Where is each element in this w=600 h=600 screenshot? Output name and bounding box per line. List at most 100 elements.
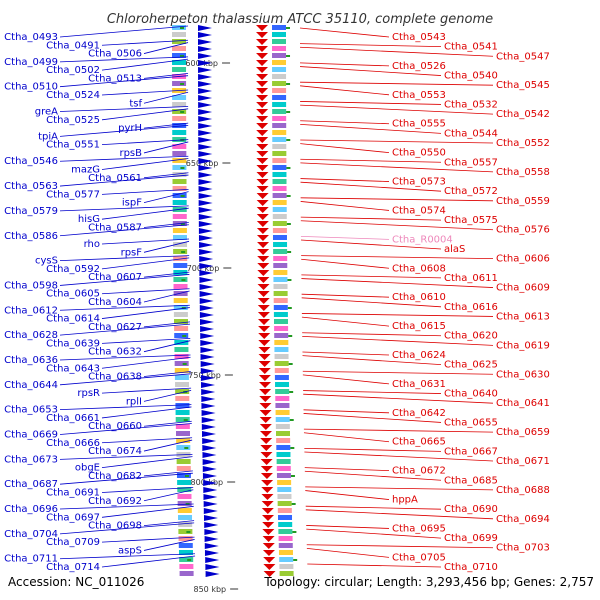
gene-label[interactable]: Ctha_0644 [4,380,58,391]
gene-label[interactable]: Ctha_R0004 [392,234,453,245]
gene-label[interactable]: Ctha_0579 [4,206,58,217]
gene-label[interactable]: Ctha_0695 [392,523,446,534]
gene-label[interactable]: Ctha_0661 [46,413,100,424]
gene-label[interactable]: tpiA [38,131,58,142]
gene-label[interactable]: tsf [129,98,142,109]
gene-label[interactable]: Ctha_0705 [392,552,446,563]
gene-label[interactable]: Ctha_0572 [444,186,498,197]
gene-label[interactable]: Ctha_0609 [496,283,550,294]
gene-label[interactable]: Ctha_0542 [496,109,550,120]
gene-label[interactable]: Ctha_0688 [496,485,550,496]
gene-label[interactable]: Ctha_0493 [4,32,58,43]
gene-label[interactable]: Ctha_0632 [88,347,142,358]
gene-label[interactable]: Ctha_0611 [444,273,498,284]
gene-label[interactable]: hppA [392,495,418,506]
gene-label[interactable]: Ctha_0711 [4,554,58,565]
gene-label[interactable]: Ctha_0592 [46,264,100,275]
gene-label[interactable]: Ctha_0547 [496,51,550,62]
gene-label[interactable]: Ctha_0630 [496,369,550,380]
gene-label[interactable]: Ctha_0694 [496,514,550,525]
gene-label[interactable]: Ctha_0643 [46,363,100,374]
gene-label[interactable]: Ctha_0541 [444,42,498,53]
gene-label[interactable]: Ctha_0673 [4,454,58,465]
gene-label[interactable]: Ctha_0502 [46,65,100,76]
gene-label[interactable]: Ctha_0499 [4,57,58,68]
gene-label[interactable]: Ctha_0671 [496,456,550,467]
gene-label[interactable]: Ctha_0685 [444,475,498,486]
gene-label[interactable]: Ctha_0614 [46,314,100,325]
gene-label[interactable]: Ctha_0612 [4,305,58,316]
gene-label[interactable]: Ctha_0532 [444,99,498,110]
gene-label[interactable]: Ctha_0553 [392,90,446,101]
gene-label[interactable]: Ctha_0682 [88,471,142,482]
gene-label[interactable]: Ctha_0636 [4,355,58,366]
gene-label[interactable]: Ctha_0625 [444,360,498,371]
gene-label[interactable]: Ctha_0619 [496,340,550,351]
gene-label[interactable]: Ctha_0674 [88,446,142,457]
gene-label[interactable]: Ctha_0690 [444,504,498,515]
gene-label[interactable]: Ctha_0524 [46,90,100,101]
gene-label[interactable]: Ctha_0510 [4,82,58,93]
gene-label[interactable]: Ctha_0691 [46,487,100,498]
gene-label[interactable]: Ctha_0620 [444,331,498,342]
gene-label[interactable]: Ctha_0642 [392,408,446,419]
gene-label[interactable]: Ctha_0666 [46,438,100,449]
gene-label[interactable]: Ctha_0525 [46,115,100,126]
gene-label[interactable]: Ctha_0613 [496,311,550,322]
gene-label[interactable]: Ctha_0546 [4,156,58,167]
gene-label[interactable]: Ctha_0513 [88,73,142,84]
gene-label[interactable]: Ctha_0605 [46,289,100,300]
gene-label[interactable]: Ctha_0575 [444,215,498,226]
gene-label[interactable]: Ctha_0576 [496,225,550,236]
gene-label[interactable]: Ctha_0604 [88,297,142,308]
gene-label[interactable]: Ctha_0608 [392,263,446,274]
gene-label[interactable]: Ctha_0639 [46,338,100,349]
gene-label[interactable]: Ctha_0653 [4,405,58,416]
gene-label[interactable]: mazG [71,165,100,176]
gene-label[interactable]: Ctha_0655 [444,417,498,428]
gene-label[interactable]: pyrH [118,123,142,134]
gene-label[interactable]: greA [35,107,58,118]
gene-label[interactable]: rpsB [119,148,142,159]
gene-label[interactable]: rpsR [77,388,100,399]
gene-label[interactable]: Ctha_0557 [444,157,498,168]
gene-label[interactable]: Ctha_0665 [392,437,446,448]
gene-label[interactable]: Ctha_0543 [392,32,446,43]
gene-label[interactable]: rho [84,239,100,250]
gene-label[interactable]: Ctha_0506 [88,49,142,60]
gene-label[interactable]: Ctha_0638 [88,372,142,383]
gene-label[interactable]: Ctha_0586 [4,231,58,242]
gene-label[interactable]: rpsF [121,247,143,258]
gene-label[interactable]: ispF [122,198,142,209]
gene-label[interactable]: Ctha_0703 [496,543,550,554]
gene-label[interactable]: Ctha_0659 [496,427,550,438]
gene-label[interactable]: Ctha_0577 [46,189,100,200]
gene-label[interactable]: Ctha_0697 [46,512,100,523]
gene-label[interactable]: Ctha_0692 [88,496,142,507]
gene-label[interactable]: Ctha_0540 [444,71,498,82]
gene-label[interactable]: Ctha_0545 [496,80,550,91]
gene-label[interactable]: Ctha_0641 [496,398,550,409]
gene-label[interactable]: Ctha_0699 [444,533,498,544]
gene-label[interactable]: Ctha_0615 [392,321,446,332]
gene-label[interactable]: Ctha_0610 [392,292,446,303]
gene-label[interactable]: Ctha_0559 [496,196,550,207]
gene-label[interactable]: Ctha_0526 [392,61,446,72]
gene-label[interactable]: Ctha_0640 [444,389,498,400]
gene-label[interactable]: Ctha_0573 [392,177,446,188]
gene-label[interactable]: Ctha_0687 [4,479,58,490]
gene-label[interactable]: Ctha_0627 [88,322,142,333]
gene-label[interactable]: Ctha_0587 [88,222,142,233]
gene-label[interactable]: Ctha_0544 [444,128,498,139]
gene-label[interactable]: aspS [118,545,142,556]
gene-label[interactable]: Ctha_0616 [444,302,498,313]
gene-label[interactable]: Ctha_0607 [88,272,142,283]
gene-label[interactable]: Ctha_0558 [496,167,550,178]
gene-label[interactable]: rplI [126,396,142,407]
gene-label[interactable]: Ctha_0561 [88,173,142,184]
gene-label[interactable]: cysS [35,256,58,267]
gene-label[interactable]: Ctha_0709 [46,537,100,548]
gene-label[interactable]: Ctha_0672 [392,466,446,477]
gene-label[interactable]: Ctha_0704 [4,529,58,540]
gene-label[interactable]: Ctha_0551 [46,140,100,151]
